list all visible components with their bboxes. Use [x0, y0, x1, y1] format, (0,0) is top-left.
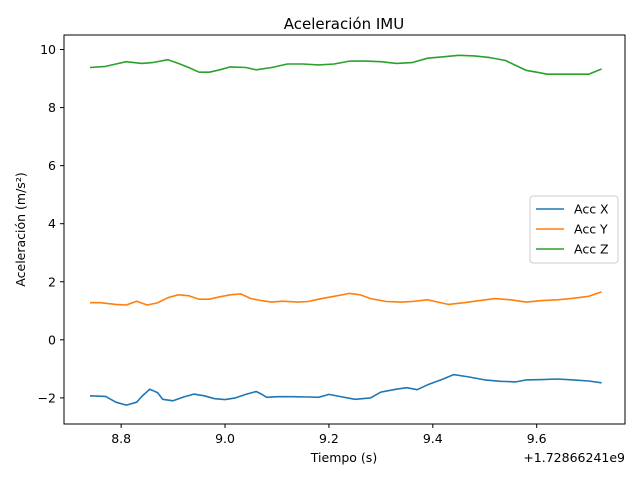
legend: Acc X Acc Y Acc Z: [529, 195, 619, 264]
y-axis: −2 0 2 4 6 8 10: [38, 42, 64, 405]
x-tick-label: 9.0: [215, 431, 235, 446]
x-tick-label: 8.8: [111, 431, 131, 446]
legend-label-0: Acc X: [574, 202, 609, 217]
x-tick-label: 9.4: [423, 431, 443, 446]
x-tick-label: 9.2: [319, 431, 339, 446]
y-tick-label: 6: [48, 158, 56, 173]
x-tick-label: 9.6: [527, 431, 547, 446]
y-axis-label: Aceleración (m/s²): [13, 172, 28, 286]
x-axis: 8.8 9.0 9.2 9.4 9.6: [111, 424, 547, 446]
y-tick-label: 0: [48, 332, 56, 347]
y-tick-label: 4: [48, 216, 56, 231]
y-tick-label: 2: [48, 274, 56, 289]
legend-label-1: Acc Y: [574, 222, 608, 237]
plot-frame: [63, 34, 626, 425]
legend-label-2: Acc Z: [574, 242, 609, 257]
legend-box: [529, 195, 619, 264]
series-line-0: [89, 373, 602, 406]
x-axis-label: Tiempo (s): [310, 450, 377, 465]
x-offset-label: +1.72866241e9: [523, 450, 625, 465]
y-tick-label: −2: [38, 390, 56, 405]
series-line-2: [89, 54, 602, 75]
chart-title: Aceleración IMU: [284, 15, 404, 33]
y-tick-label: 10: [40, 42, 56, 57]
y-tick-label: 8: [48, 100, 56, 115]
series-line-1: [90, 291, 602, 306]
series-layer: [89, 54, 602, 406]
